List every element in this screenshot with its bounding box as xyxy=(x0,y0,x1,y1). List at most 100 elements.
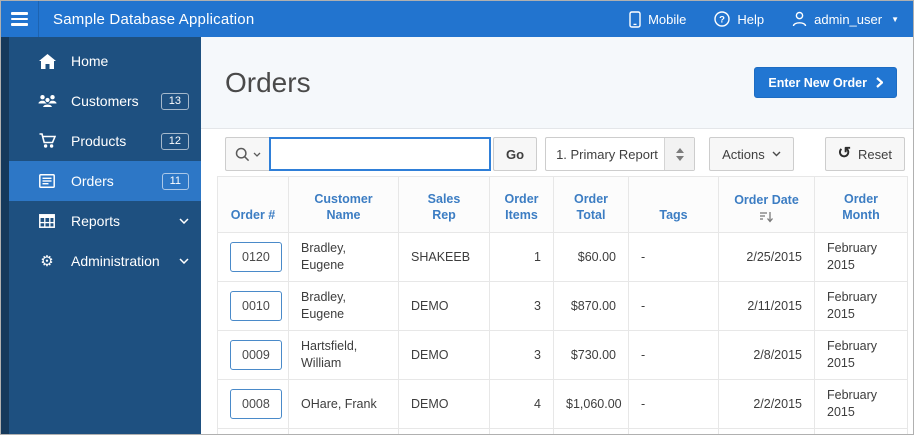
column-header-sales-rep[interactable]: Sales Rep xyxy=(398,176,490,233)
table-row-partial xyxy=(217,428,908,434)
cell-order-total: $870.00 xyxy=(553,281,629,331)
cell-order-month: February 2015 xyxy=(814,232,908,282)
column-header-order-number[interactable]: Order # xyxy=(217,176,289,233)
actions-button[interactable]: Actions xyxy=(709,137,794,171)
sidebar-item-label: Reports xyxy=(71,213,121,229)
search-icon xyxy=(235,147,249,161)
user-caret-icon: ▼ xyxy=(891,14,899,24)
body: Home Customers 13 Products 12 O xyxy=(1,37,913,434)
sidebar-item-administration[interactable]: ⚙ Administration xyxy=(9,241,201,281)
column-header-order-items[interactable]: Order Items xyxy=(489,176,554,233)
reports-icon xyxy=(35,214,59,228)
cell-order-items: 4 xyxy=(489,379,554,429)
column-header-customer-name[interactable]: Customer Name xyxy=(288,176,399,233)
sidebar-item-label: Home xyxy=(71,53,109,69)
page-header: Orders Enter New Order xyxy=(201,37,913,129)
orders-count-badge: 11 xyxy=(161,172,189,190)
user-label: admin_user xyxy=(814,11,883,27)
cell-sales-rep: DEMO xyxy=(398,281,490,331)
gear-icon: ⚙ xyxy=(40,252,54,270)
sort-descending-icon xyxy=(724,211,809,223)
order-link[interactable]: 0008 xyxy=(230,388,282,420)
cell-order-items: 3 xyxy=(489,330,554,380)
cell-order-date: 2/25/2015 xyxy=(718,232,815,282)
select-spinner-icon[interactable] xyxy=(664,138,695,170)
help-label: Help xyxy=(737,11,765,27)
order-link[interactable]: 0010 xyxy=(230,290,282,322)
orders-table: Order # Customer Name Sales Rep Order It… xyxy=(217,176,908,434)
column-header-tags[interactable]: Tags xyxy=(628,176,719,233)
cell-order-total: $730.00 xyxy=(553,330,629,380)
cell-sales-rep: SHAKEEB xyxy=(398,232,490,282)
chevron-right-icon xyxy=(876,77,883,88)
enter-new-order-label: Enter New Order xyxy=(768,75,867,90)
table-row: 0120 Bradley, Eugene SHAKEEB 1 $60.00 - … xyxy=(217,232,908,282)
saved-report-select[interactable]: 1. Primary Report xyxy=(545,137,696,171)
reset-button[interactable]: ↺ Reset xyxy=(824,137,905,171)
user-menu[interactable]: admin_user ▼ xyxy=(792,11,899,27)
table-body: 0120 Bradley, Eugene SHAKEEB 1 $60.00 - … xyxy=(217,232,908,434)
go-button[interactable]: Go xyxy=(493,137,538,171)
cell-tags: - xyxy=(628,232,719,282)
sidebar-item-customers[interactable]: Customers 13 xyxy=(9,81,201,121)
actions-label: Actions xyxy=(722,146,765,162)
cell-order-total: $1,060.00 xyxy=(553,379,629,429)
user-icon xyxy=(792,11,807,27)
column-header-order-total[interactable]: Order Total xyxy=(553,176,629,233)
customers-icon xyxy=(35,94,59,108)
sidebar-item-label: Administration xyxy=(71,253,160,269)
search-column-selector-button[interactable] xyxy=(225,137,269,171)
cell-customer-name: Bradley, Eugene xyxy=(288,232,399,282)
customers-count-badge: 13 xyxy=(160,92,189,110)
cell-order-date: 2/2/2015 xyxy=(718,379,815,429)
cell-order-total: $60.00 xyxy=(553,232,629,282)
cell-tags: - xyxy=(628,379,719,429)
order-link[interactable]: 0009 xyxy=(230,339,282,371)
reset-icon: ↺ xyxy=(837,145,852,162)
enter-new-order-button[interactable]: Enter New Order xyxy=(754,67,897,98)
app-title: Sample Database Application xyxy=(53,10,255,28)
cell-order-items: 1 xyxy=(489,232,554,282)
reset-label: Reset xyxy=(858,146,892,162)
sidebar-rail xyxy=(1,37,9,434)
cell-customer-name: Bradley, Eugene xyxy=(288,281,399,331)
mobile-label: Mobile xyxy=(648,11,687,27)
report-toolbar: Go 1. Primary Report Actions ↺ Reset xyxy=(225,137,905,171)
chevron-down-icon xyxy=(179,258,189,264)
cell-sales-rep: DEMO xyxy=(398,330,490,380)
sidebar-item-orders[interactable]: Orders 11 xyxy=(9,161,201,201)
sidebar-item-home[interactable]: Home xyxy=(9,41,201,81)
cell-order-month: February 2015 xyxy=(814,281,908,331)
column-header-order-date[interactable]: Order Date xyxy=(718,176,815,233)
svg-text:?: ? xyxy=(719,14,725,25)
cell-customer-name: OHare, Frank xyxy=(288,379,399,429)
cell-order-month: February 2015 xyxy=(814,330,908,380)
home-icon xyxy=(35,53,59,69)
menu-toggle-button[interactable] xyxy=(1,1,39,37)
mobile-icon xyxy=(629,10,641,28)
topbar-links: Mobile ? Help admin_user ▼ xyxy=(629,1,913,37)
order-link[interactable]: 0120 xyxy=(230,241,282,273)
column-header-order-month[interactable]: Order Month xyxy=(814,176,908,233)
sidebar-item-label: Customers xyxy=(71,93,139,109)
cell-order-items: 3 xyxy=(489,281,554,331)
interactive-report-region: Go 1. Primary Report Actions ↺ Reset xyxy=(201,129,913,434)
cell-tags: - xyxy=(628,330,719,380)
products-icon xyxy=(35,133,59,149)
page-title: Orders xyxy=(225,66,311,98)
sidebar-item-products[interactable]: Products 12 xyxy=(9,121,201,161)
help-link[interactable]: ? Help xyxy=(714,11,764,27)
chevron-down-icon xyxy=(179,218,189,224)
mobile-link[interactable]: Mobile xyxy=(629,10,687,28)
search-input[interactable] xyxy=(269,137,491,171)
main-content: Orders Enter New Order Go 1. Primar xyxy=(201,37,913,434)
cell-tags: - xyxy=(628,281,719,331)
chevron-down-icon xyxy=(772,151,781,157)
orders-icon xyxy=(35,174,59,188)
sidebar-item-label: Orders xyxy=(71,173,114,189)
cell-sales-rep: DEMO xyxy=(398,379,490,429)
sidebar-item-label: Products xyxy=(71,133,127,149)
cell-customer-name: Hartsfield, William xyxy=(288,330,399,380)
top-bar: Sample Database Application Mobile ? Hel… xyxy=(1,1,913,37)
sidebar-item-reports[interactable]: Reports xyxy=(9,201,201,241)
